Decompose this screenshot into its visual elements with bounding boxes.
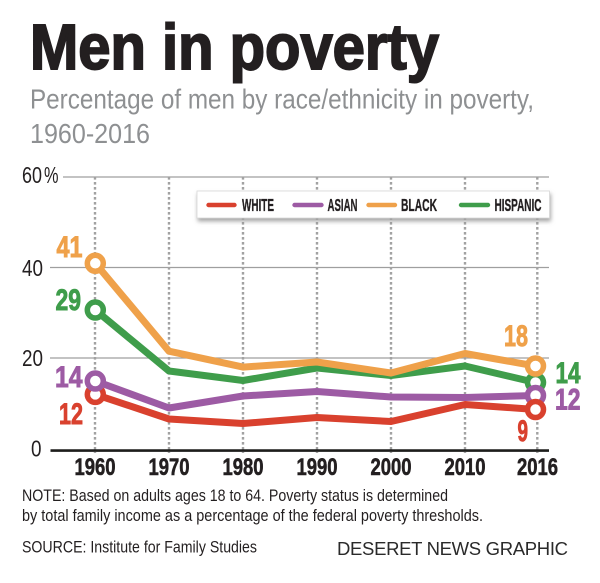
svg-text:2016: 2016	[517, 454, 558, 481]
svg-text:%: %	[44, 162, 59, 188]
svg-text:2000: 2000	[371, 454, 412, 481]
svg-text:60: 60	[22, 162, 42, 188]
svg-text:18: 18	[504, 320, 528, 353]
svg-text:Men in poverty: Men in poverty	[30, 11, 439, 83]
svg-text:40: 40	[22, 255, 43, 281]
svg-text:1970: 1970	[149, 454, 190, 481]
svg-text:1980: 1980	[223, 454, 264, 481]
svg-text:12: 12	[555, 384, 581, 417]
svg-text:12: 12	[59, 398, 83, 431]
svg-text:NOTE: Based on adults ages 18: NOTE: Based on adults ages 18 to 64. Pov…	[22, 486, 448, 505]
svg-text:DESERET NEWS GRAPHIC: DESERET NEWS GRAPHIC	[337, 538, 568, 559]
svg-text:20: 20	[22, 345, 43, 371]
svg-text:SOURCE: Institute for Family S: SOURCE: Institute for Family Studies	[22, 538, 257, 557]
svg-text:BLACK: BLACK	[401, 195, 437, 215]
svg-text:14: 14	[55, 361, 83, 394]
svg-text:9: 9	[518, 415, 529, 448]
svg-text:Percentage of men by race/ethn: Percentage of men by race/ethnicity in p…	[30, 84, 534, 115]
svg-text:by total family income as a pe: by total family income as a percentage o…	[22, 506, 483, 525]
svg-text:ASIAN: ASIAN	[328, 195, 358, 215]
svg-text:1960-2016: 1960-2016	[30, 118, 150, 149]
svg-text:0: 0	[31, 436, 42, 462]
svg-text:14: 14	[556, 357, 581, 390]
svg-text:1990: 1990	[297, 454, 338, 481]
svg-text:WHITE: WHITE	[242, 195, 274, 215]
svg-text:29: 29	[56, 284, 82, 317]
svg-text:2010: 2010	[445, 454, 486, 481]
svg-text:41: 41	[57, 231, 83, 264]
svg-text:1960: 1960	[75, 454, 116, 481]
svg-text:HISPANIC: HISPANIC	[495, 195, 542, 215]
